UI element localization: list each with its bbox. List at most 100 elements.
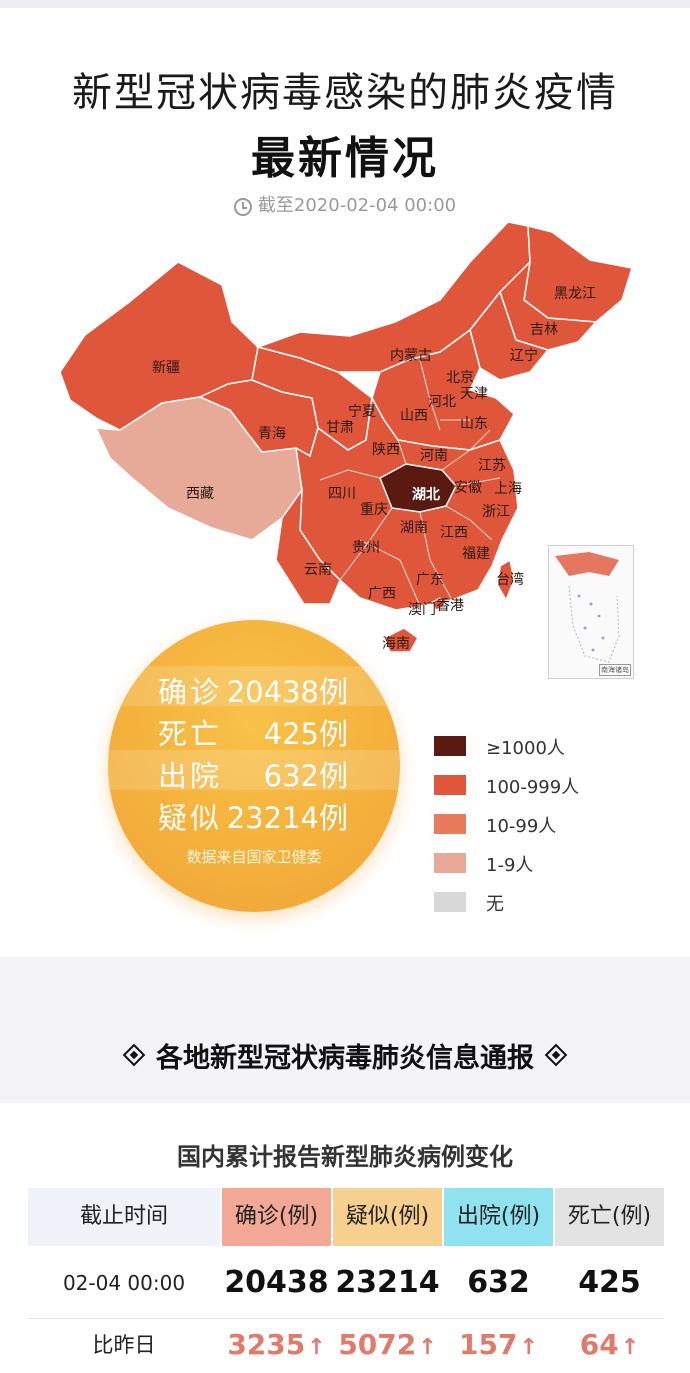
section-title-text: 各地新型冠状病毒肺炎信息通报 [156,1043,534,1074]
legend-label: ≥1000人 [486,738,565,759]
cell-change-suspected: 5072↑ [333,1320,442,1370]
label-hunan: 湖南 [400,520,428,536]
label-aomen: 澳门 [408,602,436,618]
region-liaoning[interactable] [469,290,550,381]
stat-discharged: 出院 632例 [108,750,400,793]
data-source: 数据来自国家卫健委 [186,848,322,866]
label-hainan: 海南 [382,636,410,652]
cell-suspected: 23214 [335,1265,440,1300]
legend-label: 无 [486,894,504,915]
label-guizhou: 贵州 [352,540,380,556]
label-sichuan: 四川 [328,486,356,502]
header-time: 截止时间 [28,1188,220,1246]
cell-change-confirmed: 3235↑ [222,1320,331,1370]
label-chongqing: 重庆 [360,502,388,518]
arrow-up-icon: ↑ [620,1335,640,1360]
label-yunnan: 云南 [304,562,332,578]
cell-change-label: 比昨日 [92,1333,156,1357]
label-shanxi: 山西 [400,408,428,424]
change-discharged-value: 157 [459,1328,518,1361]
stat-suspected: 疑似 23214例 [108,792,400,835]
stat-discharged-label: 出院 [158,759,223,793]
section-divider [0,957,690,1103]
legend-swatch [434,736,466,756]
header-discharged: 出院(例) [444,1188,553,1246]
stat-deaths-label: 死亡 [158,717,223,751]
label-xinjiang: 新疆 [152,360,180,376]
stat-deaths: 死亡 425例 [108,708,400,751]
cell-time: 02-04 00:00 [62,1271,186,1295]
label-guangxi: 广西 [368,586,396,602]
cell-discharged: 632 [467,1265,530,1300]
cell-deaths: 425 [578,1265,641,1300]
label-neimenggu: 内蒙古 [390,348,432,364]
section-title: 各地新型冠状病毒肺炎信息通报 [0,1036,690,1075]
header-suspected: 疑似(例) [333,1188,442,1246]
arrow-up-icon: ↑ [307,1335,326,1360]
cell-change-deaths: 64↑ [555,1320,664,1370]
label-liaoning: 辽宁 [510,347,538,364]
stat-suspected-value: 23214例 [226,801,348,835]
page-title: 新型冠状病毒感染的肺炎疫情 [72,70,618,116]
stats-circle: 确诊 20438例 死亡 425例 出院 632例 疑似 23214例 数据来自… [108,620,400,912]
clock-icon [233,198,252,216]
timestamp-text: 截至2020-02-04 00:00 [257,195,457,216]
row-divider [28,1318,664,1319]
label-xizang: 西藏 [186,486,214,502]
region-southwest[interactable] [275,487,341,605]
label-shandong: 山东 [460,416,488,432]
legend-swatch [434,775,466,795]
region-heilongjiang[interactable] [523,225,633,323]
legend-swatch [434,814,466,834]
label-tianjin: 天津 [460,386,488,402]
label-jilin: 吉林 [530,322,558,338]
south-china-sea-inset: 南海诸岛 [548,545,634,679]
region-hainan[interactable] [383,627,419,653]
label-taiwan: 台湾 [496,571,524,588]
diamond-icon [122,1043,146,1067]
table-title: 国内累计报告新型肺炎病例变化 [177,1143,513,1171]
change-suspected-value: 5072 [338,1328,417,1361]
label-henan: 河南 [420,448,448,464]
region-taiwan[interactable] [497,558,515,602]
legend-label: 10-99人 [486,816,557,837]
diamond-icon [544,1043,568,1067]
label-jiangxi: 江西 [440,525,468,541]
label-heilongjiang: 黑龙江 [554,286,596,302]
label-gansu: 甘肃 [326,420,354,436]
label-guangdong: 广东 [416,572,444,588]
stat-suspected-label: 疑似 [158,801,223,835]
header-confirmed: 确诊(例) [222,1188,331,1246]
stat-confirmed-label: 确诊 [158,675,223,709]
top-strip [0,0,690,8]
label-beijing: 北京 [446,370,474,386]
label-shaanxi: 陕西 [372,442,400,458]
label-xianggang: 香港 [436,598,464,614]
label-jiangsu: 江苏 [478,458,506,474]
change-deaths-value: 64 [579,1328,619,1361]
legend-swatch [434,853,466,873]
page-subtitle: 最新情况 [251,133,439,184]
province-labels: 新疆 西藏 青海 甘肃 内蒙古 黑龙江 吉林 辽宁 北京 天津 河北 山西 山东… [152,286,596,652]
region-hubei[interactable] [379,463,457,513]
stat-confirmed: 确诊 20438例 [108,666,400,709]
arrow-up-icon: ↑ [418,1335,437,1360]
label-hubei: 湖北 [412,487,440,503]
inset-caption: 南海诸岛 [599,664,631,676]
region-hongkong[interactable] [431,597,445,611]
change-confirmed-value: 3235 [227,1328,306,1361]
cell-change-discharged: 157↑ [444,1320,553,1370]
label-fujian: 福建 [462,546,490,562]
label-zhejiang: 浙江 [482,504,510,520]
label-shanghai: 上海 [494,481,522,497]
legend-label: 100-999人 [486,777,580,798]
legend-label: 1-9人 [486,855,534,876]
label-qinghai: 青海 [258,426,286,442]
label-anhui: 安徽 [454,480,482,496]
stat-confirmed-value: 20438例 [226,675,348,709]
header-deaths: 死亡(例) [555,1188,664,1246]
label-hebei: 河北 [428,394,456,410]
stat-deaths-value: 425例 [263,717,348,751]
inset-map [555,552,620,663]
china-map: 新疆 西藏 青海 甘肃 内蒙古 黑龙江 吉林 辽宁 北京 天津 河北 山西 山东… [59,221,633,653]
